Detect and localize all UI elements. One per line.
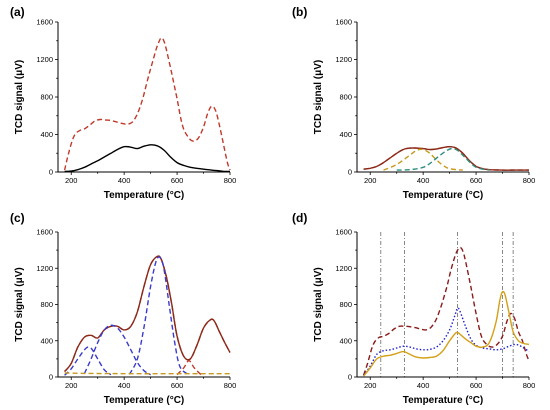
y-tick-label: 1200 bbox=[36, 264, 53, 273]
axis-lines bbox=[57, 232, 230, 378]
y-tick-label: 1600 bbox=[335, 18, 352, 27]
y-tick-label: 1600 bbox=[36, 18, 53, 27]
y-tick-label: 400 bbox=[339, 336, 352, 345]
panel-3: (d) 0 400 800 1200 1600 200 400 600 800 Temperatur… bbox=[292, 211, 535, 406]
y-tick-label: 1600 bbox=[36, 228, 53, 237]
series-line-1 bbox=[64, 144, 231, 173]
panel-label: (a) bbox=[10, 5, 25, 19]
x-tick-label: 800 bbox=[523, 381, 536, 390]
y-tick-label: 800 bbox=[40, 93, 53, 102]
y-tick-label: 400 bbox=[339, 130, 352, 139]
y-tick-label: 400 bbox=[40, 130, 53, 139]
series-line-0 bbox=[63, 37, 231, 171]
x-axis-title: Temperature (°C) bbox=[403, 190, 484, 201]
series-line-1 bbox=[363, 307, 530, 377]
x-tick-label: 800 bbox=[523, 176, 536, 185]
x-axis-title: Temperature (°C) bbox=[403, 395, 484, 406]
y-tick-label: 800 bbox=[40, 300, 53, 309]
x-tick-label: 600 bbox=[171, 176, 184, 185]
x-tick-label: 200 bbox=[65, 381, 78, 390]
panel-label: (d) bbox=[292, 211, 307, 225]
series-line-3 bbox=[396, 147, 490, 171]
x-tick-label: 200 bbox=[364, 176, 377, 185]
panel-1: (b) 0 400 800 1200 1600 200 400 600 800 Temperatur… bbox=[292, 5, 535, 201]
series-line-1 bbox=[363, 145, 529, 171]
x-tick-label: 800 bbox=[224, 381, 237, 390]
y-axis-title: TCD signal (μV) bbox=[14, 60, 25, 134]
y-tick-label: 0 bbox=[49, 168, 53, 177]
series-line-4 bbox=[128, 256, 189, 375]
y-tick-label: 0 bbox=[348, 168, 352, 177]
series-line-1 bbox=[64, 255, 231, 373]
panel-0: (a) 0 400 800 1200 1600 200 400 600 800 Temperatur… bbox=[10, 5, 236, 201]
series-line-2 bbox=[363, 290, 530, 377]
y-tick-label: 800 bbox=[339, 300, 352, 309]
x-tick-label: 400 bbox=[417, 176, 430, 185]
y-axis-title: TCD signal (μV) bbox=[14, 267, 25, 341]
axis-lines bbox=[57, 22, 230, 173]
y-axis-title: TCD signal (μV) bbox=[313, 267, 324, 341]
y-tick-label: 1200 bbox=[335, 55, 352, 64]
x-tick-label: 600 bbox=[171, 381, 184, 390]
series-line-6 bbox=[64, 372, 230, 375]
series-line-0 bbox=[362, 246, 530, 376]
x-tick-label: 800 bbox=[224, 176, 237, 185]
x-tick-label: 600 bbox=[470, 176, 483, 185]
y-tick-label: 0 bbox=[348, 373, 352, 382]
axis-lines bbox=[356, 22, 529, 173]
y-tick-label: 1200 bbox=[335, 264, 352, 273]
x-axis-title: Temperature (°C) bbox=[104, 190, 185, 201]
series-line-5 bbox=[176, 360, 202, 376]
y-axis-title: TCD signal (μV) bbox=[313, 60, 324, 134]
y-tick-label: 1200 bbox=[36, 55, 53, 64]
x-tick-label: 400 bbox=[417, 381, 430, 390]
x-tick-label: 200 bbox=[364, 381, 377, 390]
panel-label: (b) bbox=[292, 5, 307, 19]
axis-lines bbox=[356, 232, 529, 378]
x-axis-title: Temperature (°C) bbox=[104, 395, 185, 406]
series-line-2 bbox=[383, 148, 463, 171]
x-tick-label: 400 bbox=[118, 381, 131, 390]
y-tick-label: 1600 bbox=[335, 228, 352, 237]
panel-label: (c) bbox=[10, 211, 25, 225]
x-tick-label: 600 bbox=[470, 381, 483, 390]
y-tick-label: 400 bbox=[40, 336, 53, 345]
x-tick-label: 400 bbox=[118, 176, 131, 185]
y-tick-label: 0 bbox=[49, 373, 53, 382]
series-line-2 bbox=[64, 346, 112, 376]
panel-2: (c) 0 400 800 1200 1600 200 400 600 800 Temperatur… bbox=[10, 211, 236, 406]
y-tick-label: 800 bbox=[339, 93, 352, 102]
x-tick-label: 200 bbox=[65, 176, 78, 185]
series-line-3 bbox=[83, 324, 151, 376]
